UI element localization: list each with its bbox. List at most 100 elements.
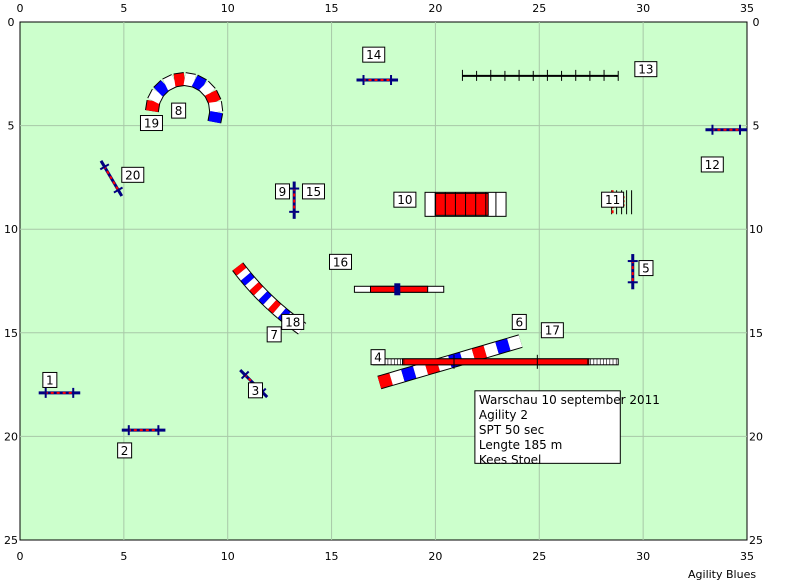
label-text: 16 (333, 255, 348, 269)
tunnel-segment (273, 304, 286, 318)
tunnel-segment (268, 300, 281, 314)
tunnel-segment (191, 75, 207, 91)
tunnel-segment (148, 89, 164, 104)
label-box (393, 191, 417, 208)
label-box (540, 322, 564, 339)
y-tick-right: 20 (749, 430, 763, 443)
chute-barrel (435, 192, 489, 216)
x-tick-top: 15 (325, 2, 339, 15)
tunnel-segment (507, 335, 523, 351)
chute-10 (424, 191, 507, 217)
label-3: 3 (247, 382, 263, 399)
x-tick-bottom: 15 (325, 550, 339, 563)
label-box (362, 46, 386, 63)
label-text: 4 (374, 351, 382, 365)
x-tick-top: 20 (428, 2, 442, 15)
y-tick-right: 0 (753, 16, 760, 29)
dogwalk-top (402, 358, 590, 366)
label-text: 9 (279, 185, 287, 199)
hurdle-20 (99, 160, 124, 197)
label-box (301, 183, 325, 200)
y-tick-right: 25 (749, 534, 763, 547)
label-box (638, 260, 654, 277)
label-box (117, 442, 133, 459)
hurdle-wing (240, 370, 250, 380)
y-tick-left: 25 (4, 534, 18, 547)
tunnel-segment (153, 80, 170, 97)
label-text: 14 (366, 48, 381, 62)
info-line: Kees Stoel (479, 453, 541, 467)
info-line: Lengte 185 m (479, 438, 562, 452)
seesaw-pivot (394, 283, 401, 296)
x-tick-top: 35 (740, 2, 754, 15)
tunnel-segment (232, 262, 247, 276)
label-11: 11 (601, 191, 625, 208)
label-18: 18 (281, 313, 305, 330)
label-text: 3 (252, 384, 260, 398)
tunnel-segment (173, 73, 186, 87)
label-box (634, 61, 658, 78)
label-box (370, 349, 386, 366)
label-12: 12 (700, 156, 724, 173)
x-tick-bottom: 10 (221, 550, 235, 563)
tunnel-segment (236, 267, 251, 281)
label-box (511, 313, 527, 330)
hurdle-wing (99, 163, 110, 171)
tunnel-segment (183, 73, 196, 87)
label-17: 17 (540, 322, 564, 339)
hurdle-9 (289, 181, 300, 219)
label-box (274, 183, 290, 200)
footer-credit: Agility Blues (688, 568, 756, 581)
y-tick-left: 15 (4, 327, 18, 340)
label-text: 2 (121, 444, 129, 458)
label-5: 5 (638, 260, 654, 277)
label-text: 8 (175, 104, 183, 118)
label-box (42, 371, 58, 388)
label-6: 6 (511, 313, 527, 330)
label-text: 13 (638, 63, 653, 77)
info-line: Agility 2 (479, 408, 528, 422)
tunnel-segment (258, 291, 272, 305)
tunnel-segment (209, 101, 223, 113)
y-tick-left: 0 (8, 16, 15, 29)
x-tick-top: 25 (532, 2, 546, 15)
hurdle-2 (121, 425, 166, 436)
tunnel-segment (199, 81, 215, 98)
label-text: 12 (705, 158, 720, 172)
label-box (121, 166, 145, 183)
label-10: 10 (393, 191, 417, 208)
x-tick-bottom: 5 (120, 550, 127, 563)
tunnel-segment (495, 338, 511, 354)
tunnel-8 (144, 72, 224, 124)
info-box-frame (474, 390, 621, 464)
label-box (139, 115, 163, 132)
x-tick-top: 10 (221, 2, 235, 15)
tunnel-segment (483, 342, 499, 358)
y-tick-right: 5 (753, 120, 760, 133)
x-tick-bottom: 0 (17, 550, 24, 563)
label-15: 15 (301, 183, 325, 200)
x-tick-bottom: 20 (428, 550, 442, 563)
label-text: 18 (285, 315, 300, 329)
label-2: 2 (117, 442, 133, 459)
tunnel-segment (460, 349, 476, 365)
info-line: SPT 50 sec (479, 423, 544, 437)
hurdle-wing (113, 186, 124, 194)
label-box (281, 313, 305, 330)
x-tick-top: 5 (120, 2, 127, 15)
label-8: 8 (171, 102, 187, 119)
tunnel-segment (208, 110, 223, 124)
tunnel-segment (241, 272, 255, 286)
tunnel-segment (162, 75, 178, 91)
label-4: 4 (370, 349, 386, 366)
hurdle-5 (627, 254, 638, 290)
y-tick-right: 10 (749, 223, 763, 236)
label-text: 7 (270, 328, 278, 342)
tunnel-segment (377, 373, 393, 389)
tunnel-segment (249, 282, 263, 296)
